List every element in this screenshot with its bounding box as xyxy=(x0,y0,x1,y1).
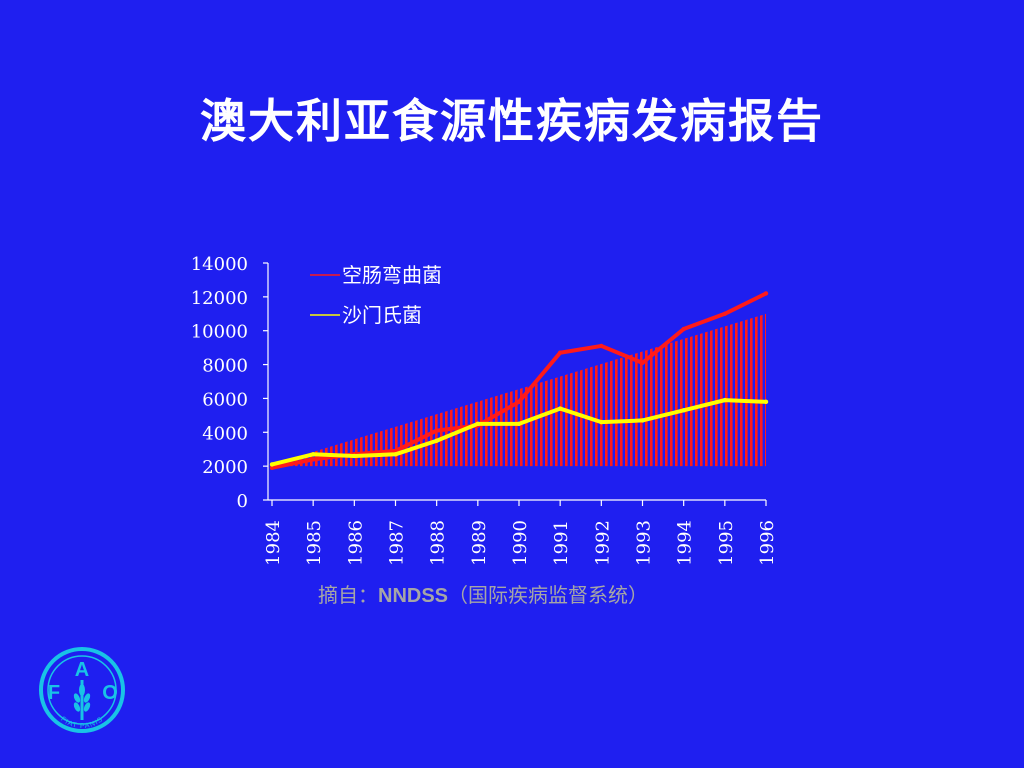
series-point-1 xyxy=(393,452,398,457)
legend-label-1: 沙门氏菌 xyxy=(342,303,422,327)
x-tick-label: 1984 xyxy=(263,520,284,566)
series-point-0 xyxy=(269,465,275,471)
x-tick-label: 1995 xyxy=(716,520,737,566)
x-tick-label: 1988 xyxy=(428,520,449,566)
series-point-0 xyxy=(599,343,604,349)
x-tick-label: 1991 xyxy=(551,520,572,566)
source-suffix: （国际疾病监督系统） xyxy=(448,583,649,607)
series-point-1 xyxy=(763,399,769,405)
trend-band xyxy=(272,313,766,467)
series-point-1 xyxy=(352,453,357,459)
series-point-1 xyxy=(310,452,316,457)
series-point-1 xyxy=(557,406,563,411)
wheat-grain-top xyxy=(79,684,85,696)
legend-label-0: 空肠弯曲菌 xyxy=(342,263,442,287)
x-tick-label: 1993 xyxy=(634,520,655,566)
series-point-0 xyxy=(310,457,316,462)
logo-letter-f: F xyxy=(48,682,60,704)
series-point-0 xyxy=(722,311,728,316)
wheat-grain-right-2 xyxy=(83,702,91,712)
logo-ring xyxy=(39,647,125,733)
wheat-grain-right xyxy=(83,693,91,703)
logo-letter-o: O xyxy=(102,682,118,704)
axes: 0 2000 4000 6000 8000 10000 12000 14000 1984 1985… xyxy=(191,254,778,566)
source-name: NNDSS xyxy=(378,585,449,607)
logo-inner-ring xyxy=(47,655,117,725)
series-point-0 xyxy=(640,360,645,366)
series-point-0 xyxy=(681,326,686,332)
x-tick-label: 1985 xyxy=(304,520,325,566)
series-point-1 xyxy=(681,408,686,413)
series-point-1 xyxy=(599,419,604,425)
series-point-1 xyxy=(269,462,275,467)
fao-logo-icon: A F O FIAT PANIS xyxy=(39,647,125,733)
series-point-1 xyxy=(434,438,439,443)
y-tick-label: 14000 xyxy=(191,254,248,275)
x-tick-label: 1990 xyxy=(510,520,531,566)
series-point-1 xyxy=(722,397,728,403)
series-point-1 xyxy=(516,421,522,427)
x-tick-label: 1992 xyxy=(592,520,613,566)
y-tick-label: 4000 xyxy=(202,423,248,444)
x-tick-label: 1986 xyxy=(345,520,366,566)
y-tick-label: 12000 xyxy=(191,288,248,309)
source-prefix: 摘自： xyxy=(318,583,378,607)
y-tick-label: 6000 xyxy=(202,389,248,410)
y-tick-label: 2000 xyxy=(202,457,248,478)
x-tick-label: 1994 xyxy=(675,520,696,566)
wheat-grain-left-2 xyxy=(73,702,81,712)
y-tick-label: 8000 xyxy=(202,356,248,377)
source-citation: 摘自：NNDSS（国际疾病监督系统） xyxy=(318,582,648,609)
series-point-0 xyxy=(763,291,769,296)
series-point-1 xyxy=(475,421,481,427)
y-tick-label: 10000 xyxy=(191,322,248,343)
trend-band-layer xyxy=(272,313,766,467)
x-tick-label: 1987 xyxy=(387,520,408,566)
series-point-1 xyxy=(640,418,645,423)
x-tick-label: 1989 xyxy=(469,520,490,566)
series-point-0 xyxy=(516,399,522,405)
wheat-grain-left xyxy=(73,693,81,703)
logo-letter-a: A xyxy=(75,659,89,681)
x-tick-label: 1996 xyxy=(757,520,778,566)
series-layer xyxy=(269,291,769,471)
y-tick-label: 0 xyxy=(237,491,248,512)
slide-title: 澳大利亚食源性疾病发病报告 xyxy=(200,94,824,148)
series-point-0 xyxy=(434,428,439,433)
series-point-0 xyxy=(557,350,563,355)
